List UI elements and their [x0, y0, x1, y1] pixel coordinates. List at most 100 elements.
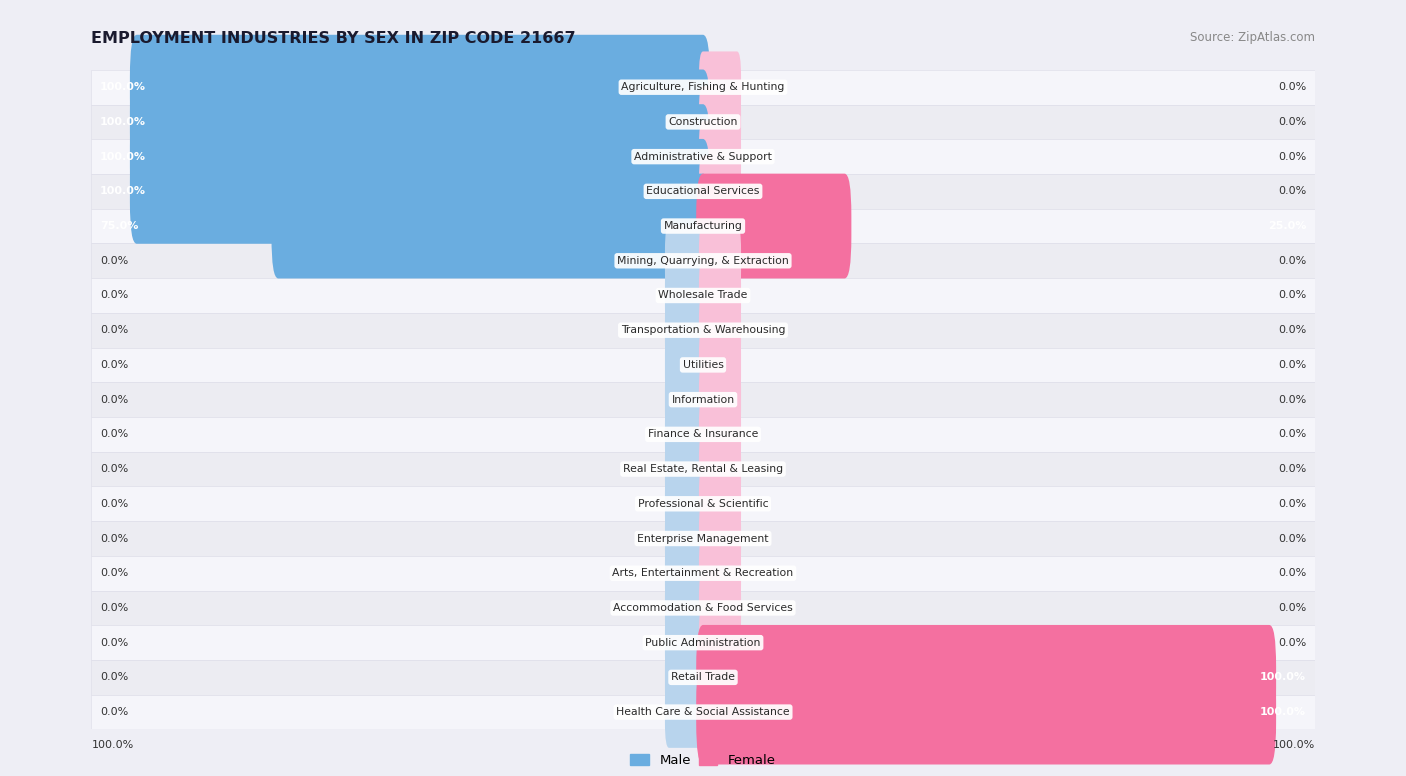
FancyBboxPatch shape [665, 433, 707, 505]
Text: Enterprise Management: Enterprise Management [637, 534, 769, 543]
FancyBboxPatch shape [665, 225, 707, 296]
Text: Public Administration: Public Administration [645, 638, 761, 648]
Text: Utilities: Utilities [682, 360, 724, 370]
FancyBboxPatch shape [665, 538, 707, 609]
Text: Accommodation & Food Services: Accommodation & Food Services [613, 603, 793, 613]
Text: 0.0%: 0.0% [1278, 464, 1306, 474]
Text: 0.0%: 0.0% [100, 603, 128, 613]
FancyBboxPatch shape [665, 294, 707, 366]
Text: 100.0%: 100.0% [91, 740, 134, 750]
FancyBboxPatch shape [699, 572, 741, 644]
Text: 0.0%: 0.0% [1278, 117, 1306, 127]
Text: 0.0%: 0.0% [1278, 256, 1306, 265]
Text: EMPLOYMENT INDUSTRIES BY SEX IN ZIP CODE 21667: EMPLOYMENT INDUSTRIES BY SEX IN ZIP CODE… [91, 31, 576, 46]
Text: 0.0%: 0.0% [100, 429, 128, 439]
FancyBboxPatch shape [271, 174, 710, 279]
FancyBboxPatch shape [91, 383, 1315, 417]
FancyBboxPatch shape [665, 642, 707, 713]
Text: 0.0%: 0.0% [1278, 186, 1306, 196]
Text: Agriculture, Fishing & Hunting: Agriculture, Fishing & Hunting [621, 82, 785, 92]
FancyBboxPatch shape [699, 260, 741, 331]
Text: 100.0%: 100.0% [1272, 740, 1315, 750]
Text: Health Care & Social Assistance: Health Care & Social Assistance [616, 707, 790, 717]
Text: Wholesale Trade: Wholesale Trade [658, 290, 748, 300]
FancyBboxPatch shape [699, 329, 741, 400]
FancyBboxPatch shape [696, 625, 1277, 729]
Text: 100.0%: 100.0% [1260, 707, 1306, 717]
Text: 0.0%: 0.0% [1278, 429, 1306, 439]
Text: Real Estate, Rental & Leasing: Real Estate, Rental & Leasing [623, 464, 783, 474]
Text: Finance & Insurance: Finance & Insurance [648, 429, 758, 439]
Text: 0.0%: 0.0% [1278, 82, 1306, 92]
Text: 0.0%: 0.0% [100, 638, 128, 648]
FancyBboxPatch shape [699, 538, 741, 609]
Text: Professional & Scientific: Professional & Scientific [638, 499, 768, 509]
Text: 75.0%: 75.0% [100, 221, 138, 231]
Text: 0.0%: 0.0% [100, 464, 128, 474]
FancyBboxPatch shape [91, 278, 1315, 313]
Text: Manufacturing: Manufacturing [664, 221, 742, 231]
Text: 0.0%: 0.0% [1278, 534, 1306, 543]
FancyBboxPatch shape [91, 695, 1315, 729]
Text: 100.0%: 100.0% [100, 117, 146, 127]
FancyBboxPatch shape [91, 244, 1315, 278]
Text: Arts, Entertainment & Recreation: Arts, Entertainment & Recreation [613, 568, 793, 578]
FancyBboxPatch shape [91, 660, 1315, 695]
Legend: Male, Female: Male, Female [626, 749, 780, 772]
FancyBboxPatch shape [129, 35, 710, 140]
Text: 0.0%: 0.0% [100, 360, 128, 370]
FancyBboxPatch shape [129, 139, 710, 244]
Text: 0.0%: 0.0% [1278, 360, 1306, 370]
Text: Information: Information [672, 395, 734, 404]
FancyBboxPatch shape [91, 70, 1315, 105]
FancyBboxPatch shape [699, 503, 741, 574]
FancyBboxPatch shape [91, 487, 1315, 521]
FancyBboxPatch shape [665, 677, 707, 748]
FancyBboxPatch shape [665, 364, 707, 435]
FancyBboxPatch shape [665, 468, 707, 539]
FancyBboxPatch shape [91, 209, 1315, 244]
FancyBboxPatch shape [91, 556, 1315, 591]
Text: Retail Trade: Retail Trade [671, 672, 735, 682]
FancyBboxPatch shape [91, 105, 1315, 139]
Text: 0.0%: 0.0% [100, 395, 128, 404]
Text: Administrative & Support: Administrative & Support [634, 151, 772, 161]
Text: 0.0%: 0.0% [100, 256, 128, 265]
Text: 0.0%: 0.0% [1278, 499, 1306, 509]
FancyBboxPatch shape [91, 139, 1315, 174]
FancyBboxPatch shape [696, 660, 1277, 764]
Text: 0.0%: 0.0% [100, 290, 128, 300]
Text: Source: ZipAtlas.com: Source: ZipAtlas.com [1189, 31, 1315, 44]
FancyBboxPatch shape [129, 70, 710, 175]
Text: 0.0%: 0.0% [1278, 395, 1306, 404]
FancyBboxPatch shape [665, 607, 707, 678]
FancyBboxPatch shape [699, 294, 741, 366]
FancyBboxPatch shape [696, 174, 852, 279]
FancyBboxPatch shape [665, 329, 707, 400]
Text: Transportation & Warehousing: Transportation & Warehousing [621, 325, 785, 335]
FancyBboxPatch shape [129, 104, 710, 209]
Text: 0.0%: 0.0% [100, 534, 128, 543]
FancyBboxPatch shape [699, 121, 741, 192]
Text: 100.0%: 100.0% [1260, 672, 1306, 682]
Text: 0.0%: 0.0% [100, 568, 128, 578]
Text: 0.0%: 0.0% [1278, 151, 1306, 161]
Text: Construction: Construction [668, 117, 738, 127]
FancyBboxPatch shape [91, 452, 1315, 487]
FancyBboxPatch shape [91, 174, 1315, 209]
FancyBboxPatch shape [91, 521, 1315, 556]
Text: 0.0%: 0.0% [100, 325, 128, 335]
Text: 0.0%: 0.0% [100, 499, 128, 509]
Text: Mining, Quarrying, & Extraction: Mining, Quarrying, & Extraction [617, 256, 789, 265]
Text: 0.0%: 0.0% [1278, 638, 1306, 648]
Text: 0.0%: 0.0% [100, 707, 128, 717]
FancyBboxPatch shape [699, 86, 741, 158]
FancyBboxPatch shape [91, 625, 1315, 660]
Text: 0.0%: 0.0% [100, 672, 128, 682]
FancyBboxPatch shape [665, 260, 707, 331]
FancyBboxPatch shape [699, 468, 741, 539]
Text: Educational Services: Educational Services [647, 186, 759, 196]
FancyBboxPatch shape [91, 313, 1315, 348]
FancyBboxPatch shape [699, 51, 741, 123]
FancyBboxPatch shape [699, 225, 741, 296]
